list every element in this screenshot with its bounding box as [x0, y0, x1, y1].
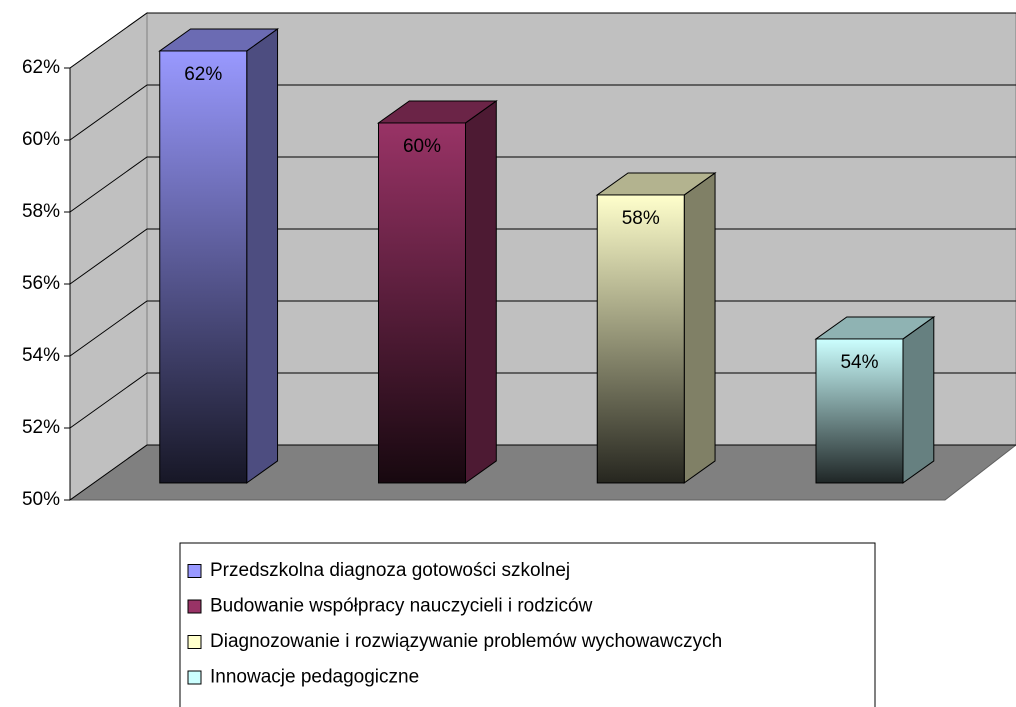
legend-swatch: [187, 599, 202, 614]
bar-side: [464, 99, 497, 484]
bar-side: [902, 315, 935, 484]
data-label: 54%: [840, 352, 878, 373]
bar-side: [683, 171, 716, 484]
legend-swatch: [187, 564, 202, 578]
grid-line: [69, 228, 1016, 285]
bar: [159, 50, 248, 484]
y-tick-label: 52%: [22, 417, 60, 438]
bar: [377, 122, 466, 484]
grid-line: [69, 372, 1016, 429]
grid-line: [69, 84, 1016, 141]
y-tick-label: 58%: [22, 201, 60, 222]
data-label: 58%: [622, 208, 660, 229]
grid-line: [69, 12, 1016, 69]
data-label: 60%: [403, 136, 441, 157]
y-tick-label: 50%: [22, 489, 60, 510]
grid-line: [69, 300, 1016, 357]
bar: [815, 338, 904, 484]
legend-swatch: [187, 635, 202, 649]
grid-line: [69, 156, 1016, 213]
y-tick-label: 62%: [22, 57, 60, 78]
legend-label: Diagnozowanie i rozwiązywanie problemów …: [210, 631, 722, 652]
bar-side: [246, 27, 279, 484]
y-tick-label: 60%: [22, 129, 60, 150]
y-tick-label: 56%: [22, 273, 60, 294]
data-label: 62%: [184, 64, 222, 85]
y-tick-label: 54%: [22, 345, 60, 366]
legend-label: Innowacje pedagogiczne: [210, 667, 419, 688]
legend-label: Budowanie współpracy nauczycieli i rodzi…: [210, 596, 593, 617]
legend: [179, 542, 876, 707]
bar: [596, 194, 685, 484]
grid-line: [69, 444, 1016, 501]
legend-label: Przedszkolna diagnoza gotowości szkolnej: [210, 560, 570, 581]
legend-swatch: [187, 670, 202, 685]
